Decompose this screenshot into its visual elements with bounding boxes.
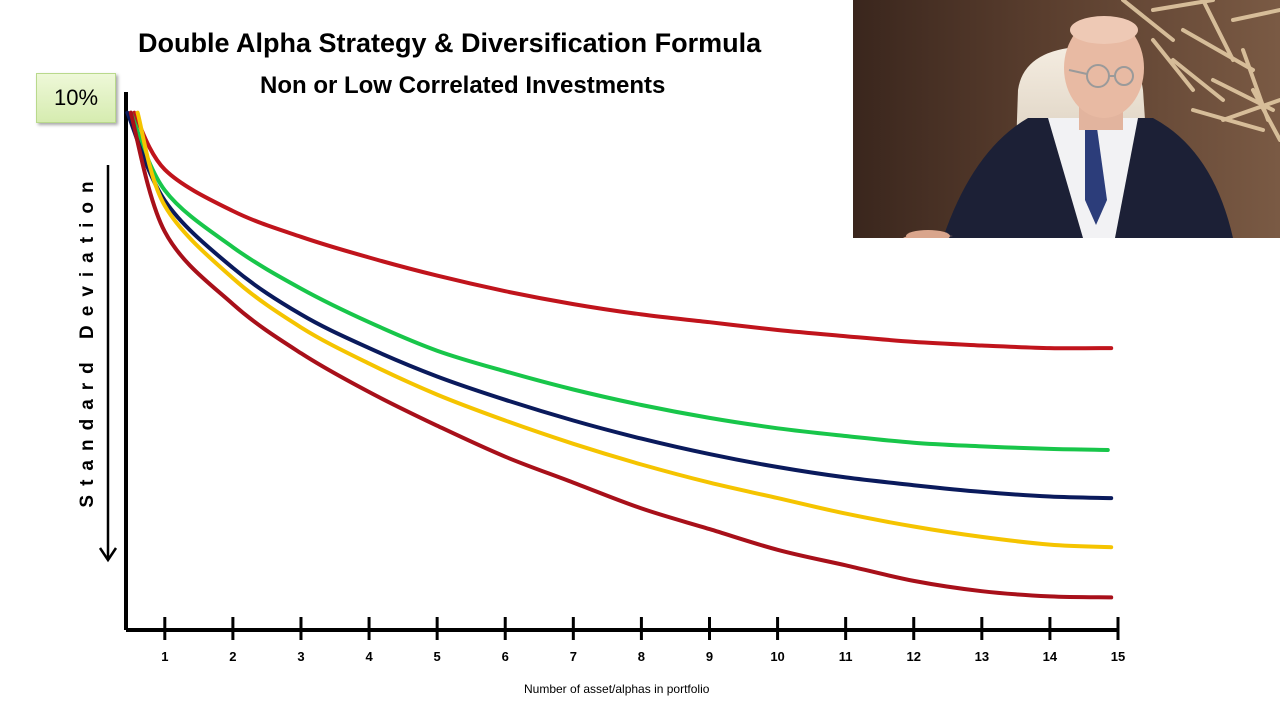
axes bbox=[98, 92, 1118, 632]
chart-title: Double Alpha Strategy & Diversification … bbox=[138, 28, 762, 58]
start-value-badge: 10% bbox=[36, 73, 116, 123]
x-tick-label-11: 11 bbox=[839, 649, 853, 664]
series-lines bbox=[125, 110, 1114, 600]
x-tick-label-15: 15 bbox=[1111, 649, 1125, 664]
x-tick-label-1: 1 bbox=[161, 649, 168, 664]
presenter-video-inset bbox=[853, 0, 1280, 238]
x-tick-label-6: 6 bbox=[502, 649, 509, 664]
series-line-2 bbox=[128, 110, 1110, 452]
x-ticks: 1 2 3 4 5 6 7 8 9 10 11 12 13 14 15 bbox=[161, 617, 1125, 664]
x-tick-label-4: 4 bbox=[365, 649, 373, 664]
series-line-4 bbox=[135, 110, 1114, 550]
x-tick-label-3: 3 bbox=[297, 649, 304, 664]
x-tick-label-9: 9 bbox=[706, 649, 713, 664]
x-tick-label-8: 8 bbox=[638, 649, 645, 664]
series-line-5 bbox=[128, 110, 1114, 600]
x-tick-label-14: 14 bbox=[1043, 649, 1058, 664]
y-arrow-head bbox=[98, 547, 118, 563]
chart-subtitle: Non or Low Correlated Investments bbox=[260, 72, 666, 99]
presenter-video-image bbox=[853, 0, 1280, 238]
x-tick-label-12: 12 bbox=[907, 649, 921, 664]
x-tick-label-5: 5 bbox=[434, 649, 441, 664]
series-line-3 bbox=[125, 110, 1114, 501]
x-tick-label-10: 10 bbox=[770, 649, 784, 664]
series-line-1 bbox=[132, 110, 1114, 351]
x-tick-label-13: 13 bbox=[975, 649, 989, 664]
x-tick-label-7: 7 bbox=[570, 649, 577, 664]
x-axis-label: Number of asset/alphas in portfolio bbox=[524, 682, 710, 696]
x-tick-label-2: 2 bbox=[229, 649, 236, 664]
